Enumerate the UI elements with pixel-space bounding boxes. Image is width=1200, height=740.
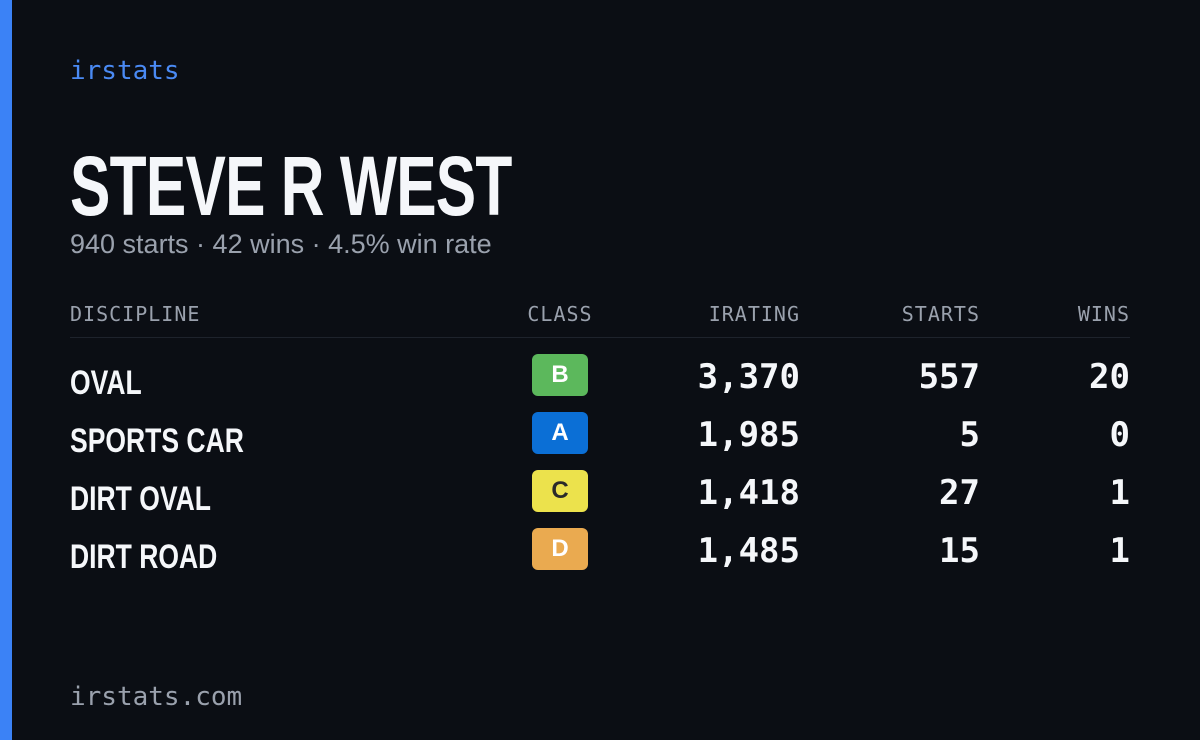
class-badge: D	[532, 528, 588, 570]
column-header: DISCIPLINE	[70, 302, 201, 326]
wins: 1	[1109, 531, 1130, 571]
class-badge: B	[532, 354, 588, 396]
column-header: IRATING	[708, 302, 800, 326]
class-badge: C	[532, 470, 588, 512]
discipline: OVAL	[70, 364, 142, 402]
irating: 1,418	[697, 473, 800, 513]
column-header: STARTS	[901, 302, 980, 326]
summary: 940 starts · 42 wins · 4.5% win rate	[70, 229, 492, 259]
starts: 557	[918, 357, 980, 397]
brand: irstats	[70, 56, 180, 86]
irating: 1,485	[697, 531, 800, 571]
discipline: DIRT OVAL	[70, 480, 211, 518]
wins: 0	[1109, 415, 1130, 455]
accent-bar	[0, 0, 12, 740]
player-name: STEVE R WEST	[70, 139, 512, 233]
header-rule	[70, 337, 1130, 338]
starts: 15	[939, 531, 980, 571]
irating: 1,985	[697, 415, 800, 455]
starts: 27	[939, 473, 980, 513]
wins: 1	[1109, 473, 1130, 513]
column-header: WINS	[1077, 302, 1130, 326]
class-badge: A	[532, 412, 588, 454]
discipline: DIRT ROAD	[70, 538, 218, 576]
wins: 20	[1089, 357, 1130, 397]
discipline: SPORTS CAR	[70, 422, 244, 460]
starts: 5	[959, 415, 980, 455]
footer-url: irstats.com	[70, 682, 243, 712]
irating: 3,370	[697, 357, 800, 397]
column-header: CLASS	[527, 302, 593, 326]
